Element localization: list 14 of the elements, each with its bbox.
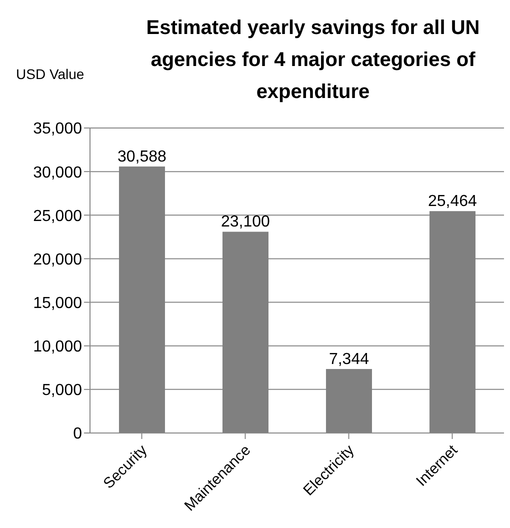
data-label: 7,344 bbox=[328, 351, 370, 368]
y-tick-label: 10,000 bbox=[33, 338, 82, 356]
y-tick-label: 20,000 bbox=[33, 251, 82, 268]
y-tick-label: 25,000 bbox=[33, 208, 82, 225]
y-tick-label: 0 bbox=[73, 426, 82, 443]
data-label: 23,100 bbox=[221, 214, 270, 231]
data-label: 30,588 bbox=[118, 148, 167, 166]
y-tick-label: 35,000 bbox=[33, 120, 82, 138]
chart-title: Estimated yearly savings for all UN agencies for 4 major categories of expenditure bbox=[145, 16, 481, 105]
y-tick-label: 5,000 bbox=[42, 382, 82, 400]
y-tick-label: 15,000 bbox=[33, 294, 82, 312]
y-tick-label: 30,000 bbox=[33, 164, 82, 182]
data-label: 25,464 bbox=[428, 193, 478, 210]
y-axis-title: USD Value bbox=[16, 66, 84, 82]
